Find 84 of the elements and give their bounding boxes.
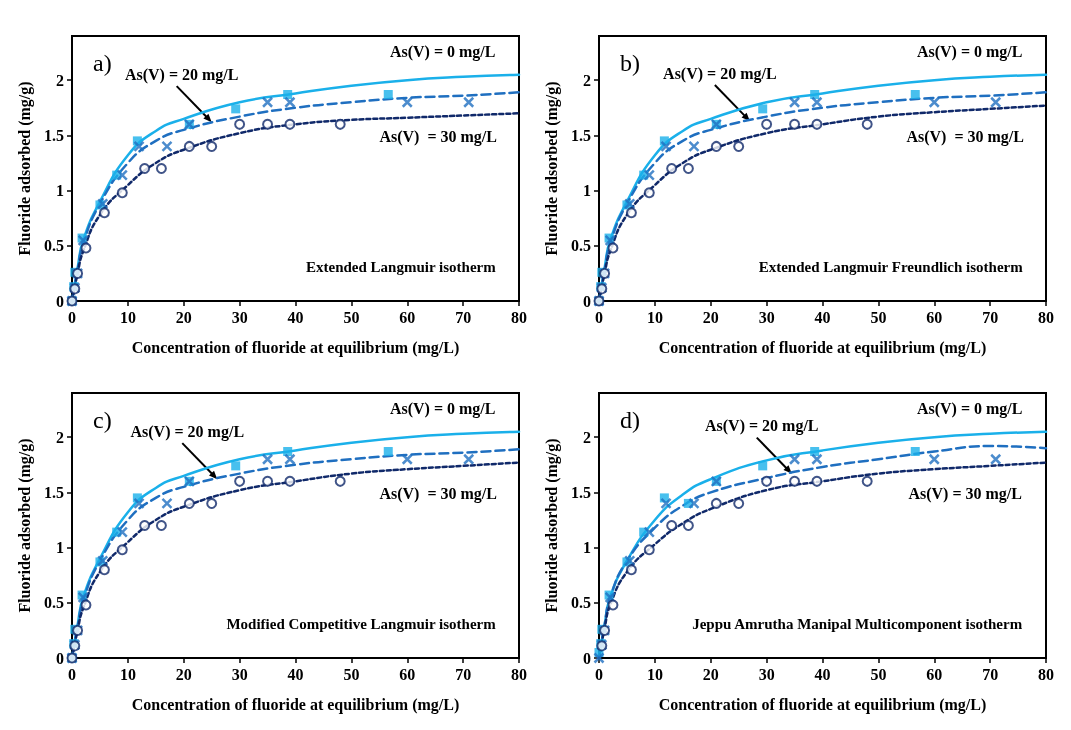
- y-tick-label: 1: [56, 182, 64, 200]
- text: Jeppu Amrutha Manipal Multicomponent isotherm: [692, 615, 1023, 632]
- x-tick-label: 50: [343, 308, 360, 326]
- x-tick-label: 60: [399, 665, 416, 683]
- x-tick-label: 10: [119, 308, 136, 326]
- x-tick-label: 80: [1038, 665, 1054, 683]
- y-tick-label: 0.5: [571, 594, 591, 612]
- annotation: As(V) = 30 mg/L: [908, 485, 1022, 504]
- x-tick-label: 0: [595, 665, 603, 683]
- y-tick-label: 2: [583, 71, 591, 89]
- annotation: As(V) = 0 mg/L: [916, 400, 1023, 419]
- y-axis-title: Fluoride adsorbed (mg/g): [15, 438, 34, 613]
- text: Modified Competitive Langmuir isotherm: [226, 615, 497, 632]
- x-tick-label: 80: [1038, 308, 1054, 326]
- x-tick-label: 30: [758, 308, 775, 326]
- annotation: As(V) = 20 mg/L: [130, 422, 245, 441]
- x-axis-title: Concentration of fluoride at equilibrium (mg/L): [131, 338, 460, 357]
- annotation: As(V) = 30 mg/L: [379, 128, 497, 147]
- x-tick-label: 10: [646, 665, 663, 683]
- x-tick-label: 30: [231, 665, 248, 683]
- x-tick-label: 80: [511, 665, 527, 683]
- text: Extended Langmuir Freundlich isotherm: [758, 258, 1024, 275]
- y-tick-label: 1.5: [571, 483, 591, 501]
- y-axis-title: Fluoride adsorbed (mg/g): [542, 81, 561, 256]
- annotation: As(V) = 20 mg/L: [704, 417, 819, 436]
- y-tick-label: 1: [583, 539, 591, 557]
- y-tick-label: 0: [56, 292, 64, 310]
- text: a): [93, 50, 112, 76]
- annotation: As(V) = 20 mg/L: [663, 64, 777, 83]
- x-tick-label: 50: [870, 665, 887, 683]
- annotation: As(V) = 30 mg/L: [906, 128, 1024, 147]
- y-tick-label: 2: [56, 428, 64, 446]
- text: d): [620, 407, 640, 433]
- y-tick-label: 1.5: [571, 126, 591, 144]
- x-tick-label: 60: [399, 308, 416, 326]
- x-axis-title: Concentration of fluoride at equilibrium (mg/L): [658, 695, 987, 714]
- y-tick-label: 0: [583, 292, 591, 310]
- x-tick-label: 30: [231, 308, 248, 326]
- y-tick-label: 0.5: [44, 237, 64, 255]
- annotation: As(V) = 20 mg/L: [124, 65, 239, 84]
- y-tick-label: 1.5: [44, 483, 64, 501]
- x-tick-label: 0: [68, 308, 76, 326]
- x-tick-label: 0: [68, 665, 76, 683]
- text: c): [93, 407, 112, 433]
- y-tick-label: 0.5: [571, 237, 591, 255]
- x-tick-label: 60: [926, 308, 943, 326]
- annotation: As(V) = 0 mg/L: [389, 400, 496, 419]
- x-tick-label: 30: [758, 665, 775, 683]
- x-tick-label: 80: [511, 308, 527, 326]
- annotation: As(V) = 0 mg/L: [916, 43, 1023, 62]
- y-tick-label: 1: [56, 539, 64, 557]
- x-tick-label: 40: [814, 665, 831, 683]
- y-tick-label: 0: [583, 649, 591, 667]
- y-tick-label: 2: [56, 71, 64, 89]
- x-tick-label: 40: [287, 308, 304, 326]
- text: Extended Langmuir isotherm: [306, 258, 497, 275]
- x-tick-label: 60: [926, 665, 943, 683]
- text: b): [620, 50, 640, 76]
- x-tick-label: 70: [982, 308, 999, 326]
- x-tick-label: 0: [595, 308, 603, 326]
- x-tick-label: 50: [343, 665, 360, 683]
- x-tick-label: 20: [702, 308, 719, 326]
- annotation: As(V) = 0 mg/L: [389, 43, 496, 62]
- y-tick-label: 0: [56, 649, 64, 667]
- x-tick-label: 20: [702, 665, 719, 683]
- x-tick-label: 70: [982, 665, 999, 683]
- x-tick-label: 70: [455, 665, 472, 683]
- x-tick-label: 20: [175, 665, 192, 683]
- x-tick-label: 40: [287, 665, 304, 683]
- y-tick-label: 0.5: [44, 594, 64, 612]
- y-axis-title: Fluoride adsorbed (mg/g): [15, 81, 34, 256]
- y-tick-label: 2: [583, 428, 591, 446]
- x-tick-label: 40: [814, 308, 831, 326]
- annotation: As(V) = 30 mg/L: [379, 485, 497, 504]
- x-tick-label: 70: [455, 308, 472, 326]
- x-axis-title: Concentration of fluoride at equilibrium (mg/L): [131, 695, 460, 714]
- x-tick-label: 10: [646, 308, 663, 326]
- y-tick-label: 1: [583, 182, 591, 200]
- x-tick-label: 20: [175, 308, 192, 326]
- y-axis-title: Fluoride adsorbed (mg/g): [542, 438, 561, 613]
- x-tick-label: 10: [119, 665, 136, 683]
- x-tick-label: 50: [870, 308, 887, 326]
- x-axis-title: Concentration of fluoride at equilibrium (mg/L): [658, 338, 987, 357]
- y-tick-label: 1.5: [44, 126, 64, 144]
